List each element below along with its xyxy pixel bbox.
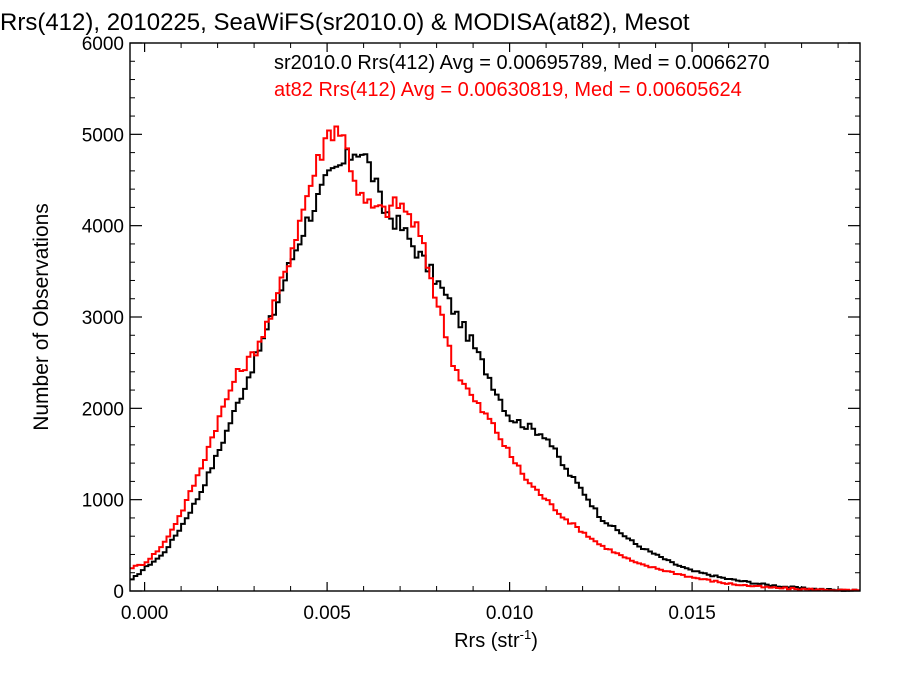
x-tick-label: 0.005 (303, 603, 351, 624)
chart-title: Rrs(412), 2010225, SeaWiFS(sr2010.0) & M… (0, 9, 690, 36)
y-tick-label: 4000 (82, 217, 124, 238)
x-axis-label-main: Rrs (str (454, 630, 520, 652)
x-axis-label: Rrs (str-1) (454, 627, 538, 652)
y-tick-label: 2000 (82, 399, 124, 420)
series-lines (130, 125, 860, 592)
y-tick-label: 0 (113, 582, 124, 603)
series-line-at82 (130, 125, 860, 592)
x-tick-label: 0.010 (486, 603, 534, 624)
plot-frame (129, 42, 861, 592)
y-tick-label: 5000 (82, 125, 124, 146)
x-axis-label-superscript: -1 (520, 627, 532, 642)
y-tick-label: 3000 (82, 308, 124, 329)
series-line-sr2010 (130, 148, 860, 592)
axes: 0.000 0.005 0.010 0.015 0 1000 2000 3000 4000 500… (82, 34, 860, 624)
x-tick-label: 0.015 (668, 603, 716, 624)
y-tick-label: 1000 (82, 491, 124, 512)
legend-entry-at82: at82 Rrs(412) Avg = 0.00630819, Med = 0.… (274, 79, 742, 101)
y-axis-label: Number of Observations (30, 203, 53, 431)
x-tick-label: 0.000 (121, 603, 169, 624)
legend-entry-sr2010: sr2010.0 Rrs(412) Avg = 0.00695789, Med … (274, 52, 770, 74)
y-tick-label: 6000 (82, 34, 124, 55)
x-axis-label-close: ) (531, 630, 538, 652)
